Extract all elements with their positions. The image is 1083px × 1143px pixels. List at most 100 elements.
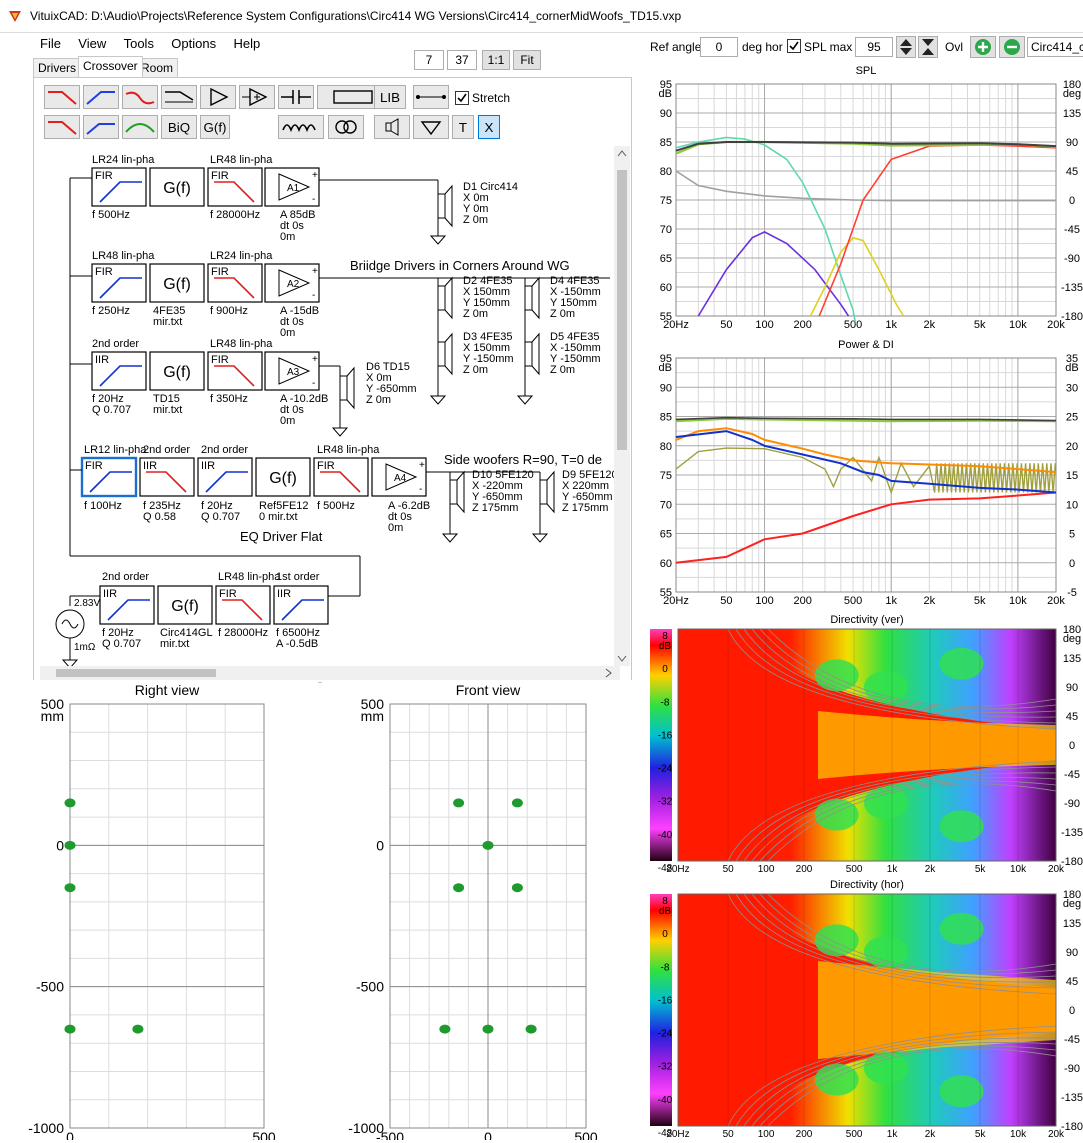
row1-gf[interactable] bbox=[149, 167, 205, 207]
title-bar: VituixCAD: D:\Audio\Projects\Reference S… bbox=[0, 0, 1083, 33]
shelf-button[interactable] bbox=[161, 85, 197, 109]
row5-iir2[interactable] bbox=[273, 585, 329, 625]
zoom-value-2[interactable]: 37 bbox=[447, 50, 477, 70]
dirhor-rtick: 180 bbox=[1063, 889, 1081, 901]
driver-bridge-4[interactable] bbox=[524, 341, 533, 367]
zoom-value-1[interactable]: 7 bbox=[414, 50, 444, 70]
row2-fir1[interactable] bbox=[91, 263, 147, 303]
one-to-one-button[interactable]: 1:1 bbox=[482, 50, 510, 70]
front-view-driver-dot-1[interactable] bbox=[511, 798, 523, 808]
resistor-icon bbox=[333, 90, 373, 104]
biquad-button[interactable]: BiQ bbox=[161, 115, 197, 139]
gf-button[interactable]: G(f) bbox=[200, 115, 230, 139]
text-button[interactable]: T bbox=[452, 115, 474, 139]
row3-iir[interactable] bbox=[91, 351, 147, 391]
pow-rtick: 20 bbox=[1066, 441, 1078, 453]
peak-button[interactable] bbox=[122, 115, 158, 139]
row4-gf-label: G(f) bbox=[269, 470, 297, 487]
row2-fir2[interactable] bbox=[207, 263, 263, 303]
driver-d9[interactable] bbox=[539, 479, 548, 505]
delete-button[interactable]: X bbox=[478, 115, 500, 139]
bandpass-button[interactable] bbox=[122, 85, 158, 109]
spl-xtick: 1k bbox=[885, 319, 897, 331]
library-button[interactable]: LIB bbox=[374, 85, 406, 109]
menu-tools[interactable]: Tools bbox=[123, 36, 154, 51]
ref-angle-input[interactable]: 0 bbox=[700, 37, 738, 57]
add-overlay-button[interactable] bbox=[970, 36, 996, 58]
spin-up-down-button[interactable] bbox=[896, 36, 916, 58]
buffer-button[interactable] bbox=[200, 85, 236, 109]
wire-button[interactable] bbox=[413, 85, 449, 109]
row4-gf[interactable] bbox=[255, 457, 311, 497]
dirhor-xtick: 500 bbox=[846, 1129, 863, 1140]
right-view-driver-dot-0[interactable] bbox=[64, 798, 76, 808]
driver-bridge-1[interactable] bbox=[437, 285, 446, 311]
front-view-driver-dot-5[interactable] bbox=[439, 1024, 451, 1034]
row1-fir2[interactable] bbox=[207, 167, 263, 207]
dirhor-lobe-0 bbox=[863, 936, 908, 968]
dirhor-lobe-2 bbox=[814, 924, 859, 957]
front-view-driver-dot-6[interactable] bbox=[482, 1024, 494, 1034]
stretch-checkbox[interactable] bbox=[455, 91, 469, 105]
front-view-driver-dot-3[interactable] bbox=[453, 883, 465, 893]
right-view-driver-dot-3[interactable] bbox=[64, 1024, 76, 1034]
front-view-driver-dot-4[interactable] bbox=[511, 883, 523, 893]
row4-fir2[interactable] bbox=[313, 457, 369, 497]
front-view-driver-dot-7[interactable] bbox=[525, 1024, 537, 1034]
driver-d10[interactable] bbox=[449, 479, 458, 505]
right-view-driver-dot-4[interactable] bbox=[132, 1024, 144, 1034]
spl-max-input[interactable]: 95 bbox=[855, 37, 893, 57]
schematic-vertical-scrollbar[interactable] bbox=[614, 146, 630, 666]
row1-fir1[interactable] bbox=[91, 167, 147, 207]
tab-crossover[interactable]: Crossover bbox=[78, 56, 143, 77]
driver-bridge-3[interactable] bbox=[437, 341, 446, 367]
summer-button[interactable] bbox=[239, 85, 275, 109]
front-view-driver-dot-0[interactable] bbox=[453, 798, 465, 808]
schematic-canvas[interactable]: LR24 lin-pha LR48 lin-pha FIR G(f) FIR A1 + - f … bbox=[40, 146, 620, 669]
lowpass2-button[interactable] bbox=[44, 115, 80, 139]
driver-bridge-2[interactable] bbox=[524, 285, 533, 311]
fit-button[interactable]: Fit bbox=[513, 50, 541, 70]
row2-param-c: f 900Hz bbox=[210, 305, 248, 317]
dirhor-rtick: 90 bbox=[1066, 947, 1078, 959]
menu-view[interactable]: View bbox=[78, 36, 107, 51]
row5-iir1[interactable] bbox=[99, 585, 155, 625]
right-view-driver-dot-2[interactable] bbox=[64, 883, 76, 893]
row4-fir1[interactable] bbox=[81, 457, 137, 497]
capacitor-button[interactable] bbox=[278, 85, 314, 109]
menu-help[interactable]: Help bbox=[233, 36, 261, 51]
transformer-button[interactable] bbox=[328, 115, 364, 139]
dirver-rtick: -135 bbox=[1061, 827, 1083, 839]
driver-d6[interactable] bbox=[339, 375, 348, 401]
buffer-icon bbox=[210, 87, 229, 107]
row5-gf[interactable] bbox=[157, 585, 213, 625]
spl-xtick: 2k bbox=[924, 319, 936, 331]
row5-fir[interactable] bbox=[215, 585, 271, 625]
highpass2-button[interactable] bbox=[83, 115, 119, 139]
remove-overlay-button[interactable] bbox=[999, 36, 1025, 58]
front-view-driver-dot-2[interactable] bbox=[482, 840, 494, 850]
row4-iir2[interactable] bbox=[197, 457, 253, 497]
highpass-button[interactable] bbox=[83, 85, 119, 109]
dirver-cunit: dB bbox=[659, 641, 672, 652]
spl-max-checkbox[interactable] bbox=[787, 39, 801, 53]
lowpass-button[interactable] bbox=[44, 85, 80, 109]
tab-drivers[interactable]: Drivers bbox=[33, 58, 81, 77]
schematic-horizontal-scrollbar[interactable] bbox=[40, 666, 620, 680]
row3-fir[interactable] bbox=[207, 351, 263, 391]
ground-button[interactable] bbox=[413, 115, 449, 139]
row4-amp-amp-icon bbox=[385, 463, 418, 491]
row4-iir1[interactable] bbox=[139, 457, 195, 497]
menu-options[interactable]: Options bbox=[171, 36, 217, 51]
driver-d1[interactable] bbox=[437, 193, 446, 219]
right-view-ytick: 0 bbox=[56, 837, 64, 853]
menu-file[interactable]: File bbox=[40, 36, 61, 51]
row2-gf[interactable] bbox=[149, 263, 205, 303]
spin-reset-button[interactable] bbox=[918, 36, 938, 58]
right-view-driver-dot-1[interactable] bbox=[64, 840, 76, 850]
overlay-file-select[interactable]: Circ414_co bbox=[1027, 37, 1083, 57]
tab-room[interactable]: Room bbox=[136, 58, 179, 77]
driver-button[interactable] bbox=[374, 115, 410, 139]
row3-gf[interactable] bbox=[149, 351, 205, 391]
inductor-button[interactable] bbox=[278, 115, 324, 139]
